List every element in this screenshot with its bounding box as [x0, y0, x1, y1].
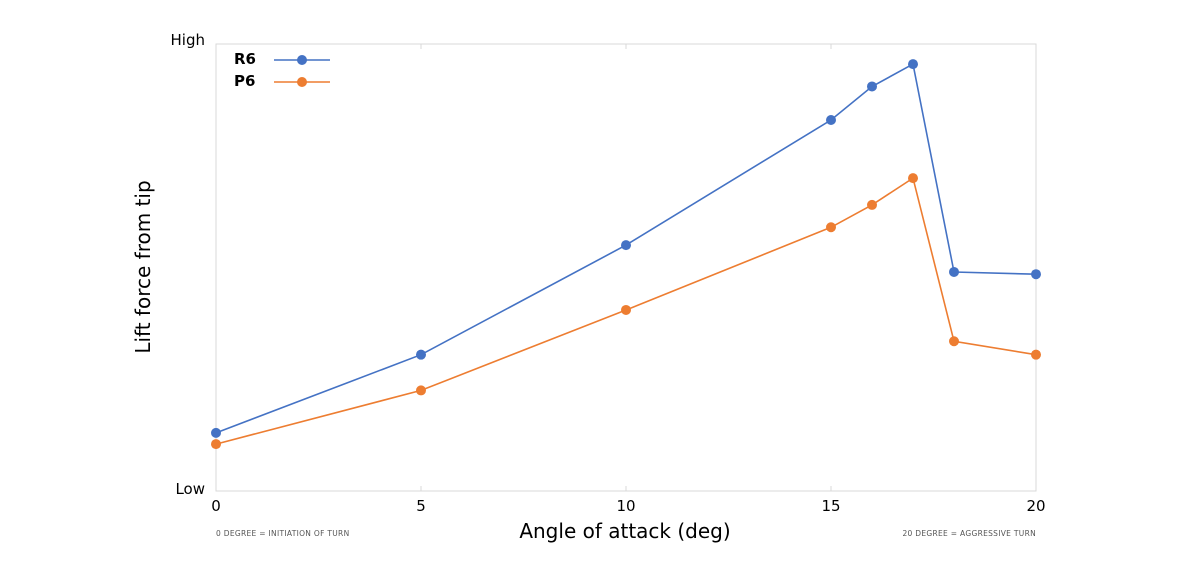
x-axis-title: Angle of attack (deg): [519, 519, 730, 543]
legend-marker-r6: [297, 55, 307, 65]
plot-area: [215, 43, 1037, 492]
legend: R6 P6: [234, 50, 330, 90]
series-line-p6: [215, 176, 1037, 445]
data-point-p6: [867, 199, 877, 210]
data-point-p6: [211, 439, 221, 450]
legend-label-r6: R6: [234, 50, 256, 68]
series-line-r6: [215, 62, 1037, 434]
y-axis-high-label: High: [171, 31, 205, 49]
legend-marker-p6: [297, 77, 307, 87]
legend-label-p6: P6: [234, 72, 255, 90]
x-tick-label: 0: [211, 497, 221, 515]
data-point-p6: [416, 385, 426, 396]
x-tick-label: 15: [821, 497, 840, 515]
x-tick-marks: [215, 44, 1037, 491]
data-point-r6: [908, 59, 918, 70]
data-point-r6: [1031, 269, 1041, 280]
note-left: 0 DEGREE = INITIATION OF TURN: [216, 529, 349, 538]
x-tick-label: 5: [416, 497, 426, 515]
note-right: 20 DEGREE = AGGRESSIVE TURN: [902, 529, 1036, 538]
data-point-p6: [949, 336, 959, 347]
data-point-p6: [908, 173, 918, 184]
series-layer: [211, 59, 1041, 450]
data-point-r6: [416, 349, 426, 360]
y-axis-low-label: Low: [175, 480, 205, 498]
data-point-p6: [621, 304, 631, 315]
x-tick-label: 10: [616, 497, 635, 515]
y-axis-title: Lift force from tip: [131, 180, 155, 353]
data-point-p6: [1031, 349, 1041, 360]
data-point-r6: [867, 81, 877, 92]
x-tick-label: 20: [1026, 497, 1045, 515]
series-r6: [211, 59, 1041, 438]
data-point-r6: [949, 266, 959, 277]
data-point-r6: [621, 240, 631, 251]
series-p6: [211, 173, 1041, 450]
data-point-p6: [826, 222, 836, 233]
data-point-r6: [826, 114, 836, 125]
data-point-r6: [211, 427, 221, 438]
